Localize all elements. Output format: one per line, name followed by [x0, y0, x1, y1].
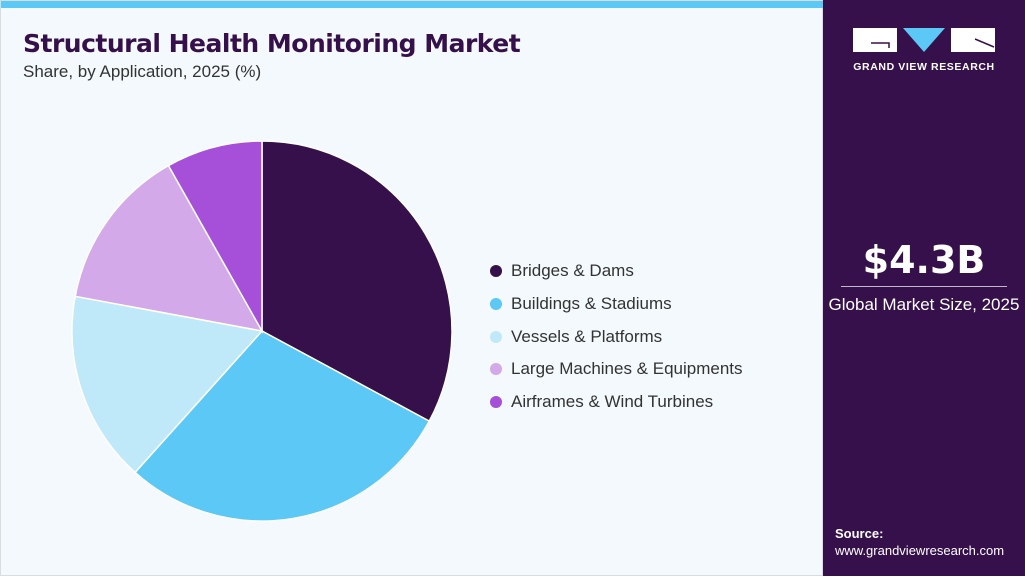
legend-marker — [490, 265, 502, 278]
legend-label: Airframes & Wind Turbines — [511, 392, 714, 412]
legend-label: Large Machines & Equipments — [511, 359, 743, 379]
source: Source: www.grandviewresearch.com — [835, 525, 1004, 559]
pie-slice-4 — [167, 140, 263, 334]
chart-panel: Structural Health Monitoring Market Shar… — [0, 0, 824, 576]
market-size-label: Global Market Size, 2025 — [828, 295, 1020, 314]
legend-label: Buildings & Stadiums — [511, 294, 672, 314]
logo-text: GRAND VIEW RESEARCH — [853, 61, 995, 73]
legend-item: Airframes & Wind Turbines — [490, 386, 743, 419]
legend-marker — [490, 298, 502, 311]
legend-marker — [490, 396, 502, 409]
accent-bar — [1, 1, 824, 8]
legend-item: Vessels & Platforms — [490, 320, 743, 353]
sidebar: GRAND VIEW RESEARCH $4.3B Global Market … — [823, 0, 1025, 576]
pie-slice-1 — [134, 330, 431, 522]
legend-label: Vessels & Platforms — [511, 326, 663, 346]
pie-slice-2 — [71, 295, 264, 474]
chart-title: Structural Health Monitoring Market — [23, 29, 521, 58]
source-label: Source: — [835, 526, 884, 541]
legend-marker — [490, 330, 502, 343]
market-size-value: $4.3B — [862, 238, 986, 282]
legend-item: Bridges & Dams — [490, 255, 743, 288]
pie-slice-0 — [261, 140, 453, 423]
pie-slice-3 — [74, 164, 264, 333]
legend-label: Bridges & Dams — [511, 261, 634, 281]
legend-item: Buildings & Stadiums — [490, 288, 743, 321]
pie-chart — [71, 140, 453, 522]
gvr-logo-icon — [853, 28, 995, 52]
chart-subtitle: Share, by Application, 2025 (%) — [23, 62, 262, 81]
legend-marker — [490, 363, 502, 376]
legend-item: Large Machines & Equipments — [490, 353, 743, 386]
source-link[interactable]: www.grandviewresearch.com — [835, 543, 1005, 558]
legend: Bridges & Dams Buildings & Stadiums Vessel… — [490, 255, 743, 418]
divider — [841, 286, 1007, 287]
